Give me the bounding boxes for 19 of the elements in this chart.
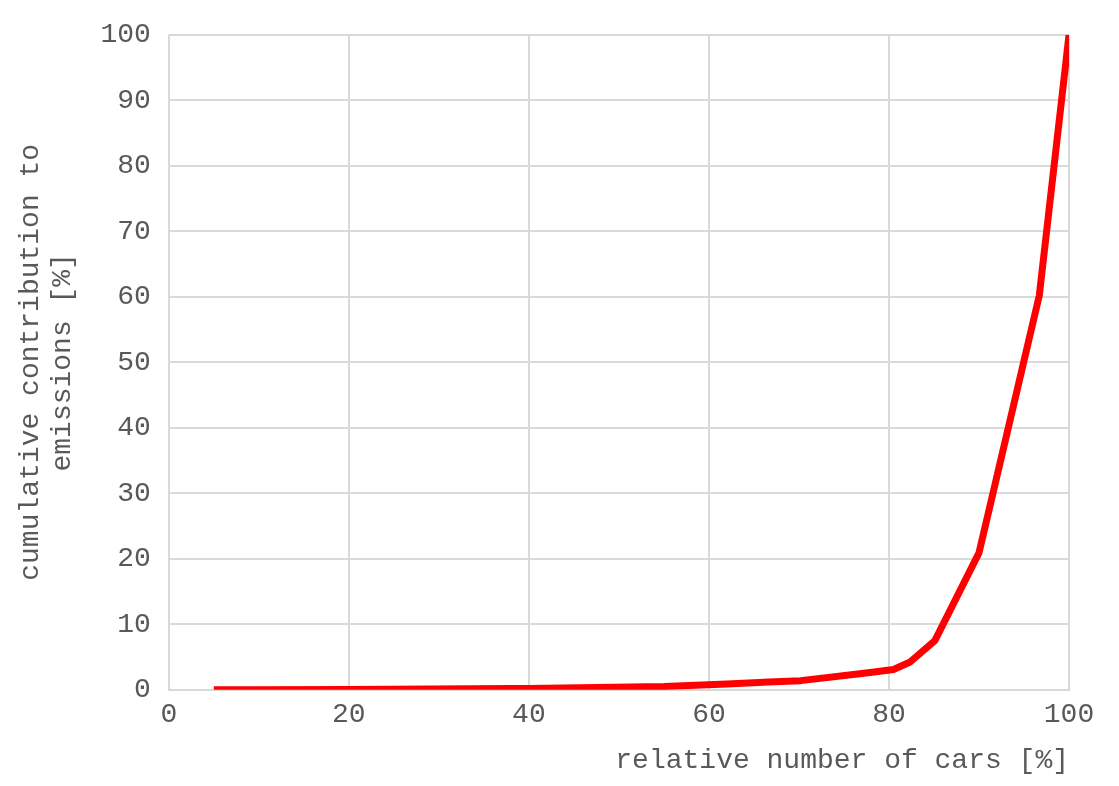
x-axis-title: relative number of cars [%] (615, 744, 1069, 776)
y-tick-label: 30 (117, 477, 151, 509)
y-tick-label: 40 (117, 412, 151, 444)
x-tick-label: 100 (1043, 699, 1095, 731)
x-tick-label: 0 (160, 699, 178, 731)
y-tick-label: 60 (117, 281, 151, 313)
y-tick-label: 20 (117, 543, 151, 575)
y-tick-label: 10 (117, 608, 151, 640)
y-tick-label: 90 (117, 84, 151, 116)
x-tick-label: 60 (692, 699, 726, 731)
y-tick-label: 50 (117, 346, 151, 378)
x-tick-label: 80 (872, 699, 906, 731)
y-tick-label: 70 (117, 215, 151, 247)
y-axis-title: cumulative contribution to emissions [%] (14, 143, 78, 581)
y-tick-label: 100 (100, 19, 151, 51)
x-tick-label: 40 (512, 699, 546, 731)
x-tick-label: 20 (332, 699, 366, 731)
y-tick-label: 0 (134, 674, 151, 706)
y-tick-label: 80 (117, 150, 151, 182)
